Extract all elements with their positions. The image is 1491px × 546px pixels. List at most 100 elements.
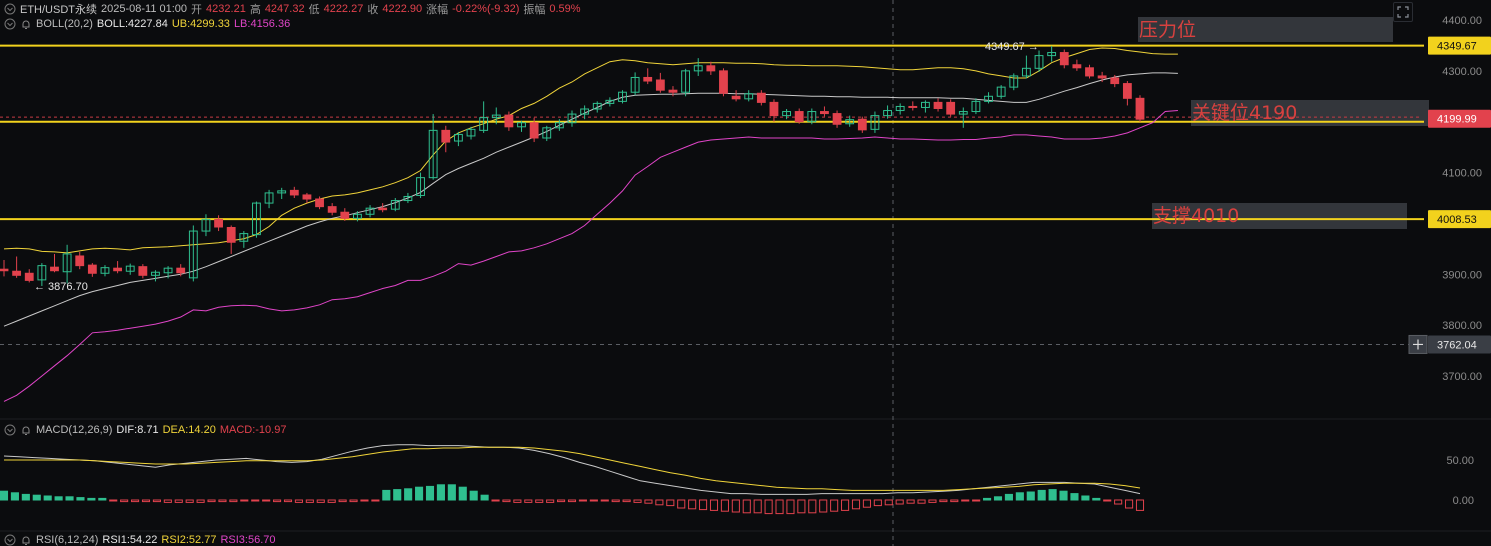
macd-bar-negative (884, 499, 893, 506)
macd-bar-negative (950, 499, 959, 503)
bell-icon[interactable] (20, 424, 32, 436)
candle-up (62, 253, 72, 273)
macd-bar-positive (1037, 489, 1046, 501)
candle-up (630, 76, 640, 93)
macd-bar-positive (425, 485, 435, 501)
candle-up (744, 93, 754, 100)
macd-bar-negative (917, 499, 926, 504)
macd-bar-positive (382, 489, 391, 501)
boll-lb: LB:4156.36 (233, 18, 291, 30)
macd-bar-positive (54, 496, 63, 501)
boll-lower-line (3, 110, 1178, 402)
boll-ub: UB:4299.33 (171, 18, 230, 30)
pressure-price-tag-bg (1428, 36, 1491, 55)
macd-bar-positive (43, 495, 52, 501)
expand-button[interactable] (1393, 2, 1413, 22)
macd-bar-negative (163, 499, 172, 503)
candle-up (921, 101, 930, 108)
candle-down (1097, 75, 1107, 79)
macd-bar-positive (87, 497, 96, 501)
key-price-tag-bg (1428, 109, 1491, 128)
collapse-icon[interactable] (4, 3, 16, 15)
candle-down (529, 122, 539, 139)
candle-up (428, 129, 438, 179)
change-label: 涨幅 (426, 4, 449, 16)
candle-up (870, 115, 880, 130)
candle-down (441, 129, 451, 143)
macd-bar-negative (600, 499, 609, 502)
candle-down (289, 189, 299, 196)
boll-mid: BOLL:4227.84 (96, 18, 168, 30)
macd-bar-positive (10, 492, 19, 501)
macd-bar-positive (404, 488, 413, 501)
candle-down (643, 76, 653, 82)
macd-bar-negative (873, 499, 882, 507)
candle-down (706, 65, 716, 72)
candle-up (239, 233, 249, 242)
candle-down (327, 206, 337, 213)
close-value: 4222.90 (382, 3, 423, 15)
macd-bar-negative (535, 499, 544, 503)
price-axis-tick: 3800.00 (1442, 320, 1482, 332)
macd-bar-negative (305, 499, 314, 503)
macd-dea: DEA:14.20 (162, 424, 216, 436)
open-value: 4232.21 (206, 3, 246, 15)
macd-bar-negative (316, 499, 325, 503)
candle-down (655, 79, 665, 91)
candle-down (756, 92, 766, 103)
macd-bar-negative (742, 499, 751, 514)
rsi-name: RSI(6,12,24) (36, 534, 99, 546)
collapse-icon[interactable] (4, 18, 16, 30)
candle-up (1047, 52, 1057, 57)
macd-bar-positive (1048, 489, 1057, 501)
macd-bar-positive (21, 493, 30, 501)
candle-down (1122, 83, 1132, 99)
macd-bar-negative (174, 499, 183, 503)
candle-down (138, 266, 148, 276)
candle-up (807, 111, 817, 123)
candle-down (75, 255, 85, 267)
support-price-tag: 4008.53 (1437, 214, 1477, 226)
collapse-icon[interactable] (4, 424, 16, 436)
rsi-legend: RSI(6,12,24) RSI1:54.22 RSI2:52.77 RSI3:… (4, 534, 276, 546)
macd-bar-negative (655, 499, 664, 506)
candle-up (517, 122, 526, 128)
macd-bar-negative (808, 499, 817, 514)
candle-down (504, 114, 514, 128)
candle-up (252, 202, 261, 236)
macd-bar-negative (251, 499, 260, 502)
macd-bar-negative (928, 499, 937, 503)
bell-icon[interactable] (20, 534, 32, 546)
macd-bar-positive (65, 496, 74, 501)
candle-up (605, 99, 615, 104)
candle-up (845, 119, 855, 125)
bell-icon[interactable] (20, 18, 32, 30)
candle-up (996, 86, 1006, 97)
boll-legend: BOLL(20,2) BOLL:4227.84 UB:4299.33 LB:41… (4, 18, 290, 30)
open-label: 开 (191, 4, 203, 16)
macd-bar-negative (1114, 499, 1123, 505)
candle-down (302, 194, 312, 200)
min-price-label: ← 3876.70 (34, 281, 88, 293)
macd-bar-negative (972, 499, 981, 502)
macd-bar-negative (141, 499, 151, 503)
symbol-label: ETH/USDT永续 (20, 4, 97, 16)
candle-down (226, 226, 236, 243)
macd-bar-negative (797, 499, 806, 514)
macd-bar-negative (753, 499, 762, 514)
low-value: 4222.27 (323, 3, 364, 15)
macd-bar-negative (731, 499, 740, 513)
macd-bar-positive (1059, 490, 1068, 501)
macd-bar-positive (1015, 492, 1024, 501)
macd-bar-negative (775, 499, 784, 515)
candle-down (908, 105, 918, 108)
amplitude-label: 振幅 (523, 4, 546, 16)
candle-up (618, 91, 627, 102)
collapse-icon[interactable] (4, 534, 16, 546)
candle-down (1072, 64, 1082, 69)
macd-bar-negative (152, 499, 161, 503)
support-box (1152, 203, 1407, 229)
macd-legend: MACD(12,26,9) DIF:8.71 DEA:14.20 MACD:-1… (4, 424, 286, 436)
change-value: -0.22%(-9.32) (452, 3, 520, 15)
